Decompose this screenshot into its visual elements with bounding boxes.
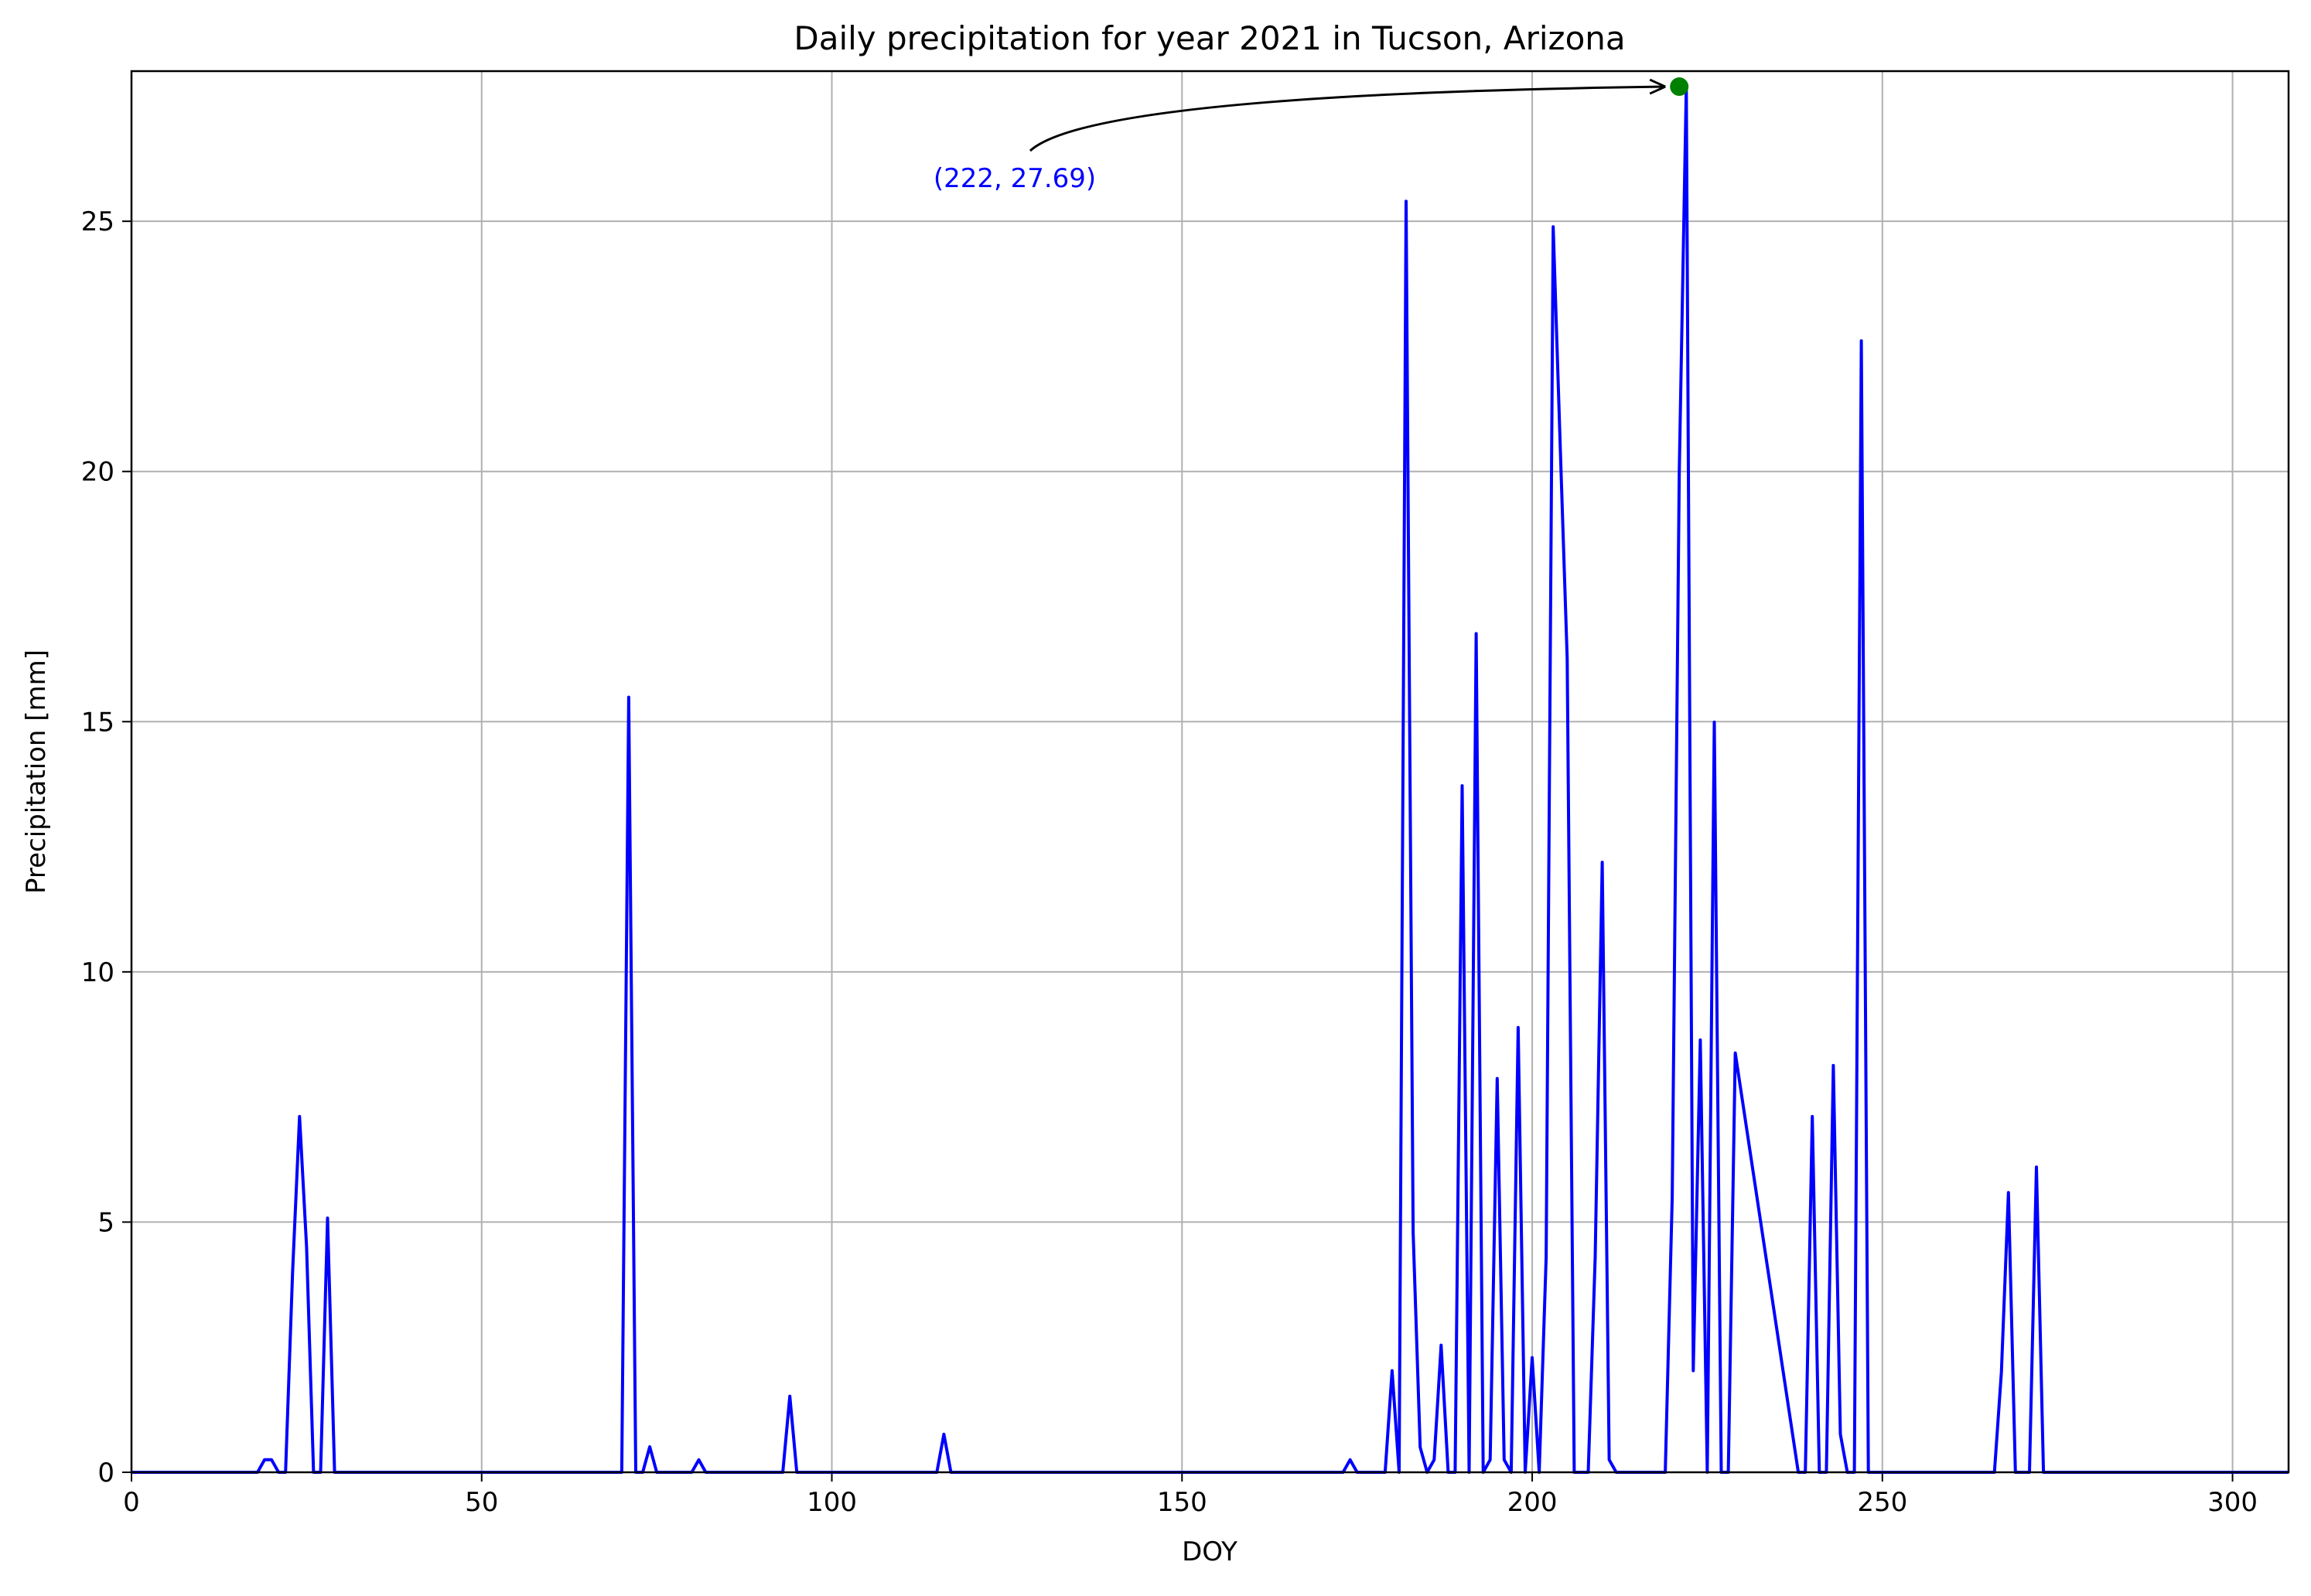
y-tick-label: 10	[81, 957, 114, 988]
y-tick-label: 25	[81, 206, 114, 237]
x-tick-label: 200	[1507, 1487, 1558, 1518]
x-tick-label: 300	[2207, 1487, 2258, 1518]
x-tick-label: 250	[1857, 1487, 1907, 1518]
plot-frame	[130, 70, 2290, 1474]
chart-title: Daily precipitation for year 2021 in Tuc…	[794, 19, 1625, 57]
x-tick-label: 0	[123, 1487, 140, 1518]
y-tick-label: 15	[81, 707, 114, 738]
max-point-marker	[1670, 77, 1689, 97]
annotation-arrowhead	[1649, 78, 1666, 95]
y-tick-label: 0	[97, 1458, 114, 1489]
x-tick-label: 150	[1157, 1487, 1207, 1518]
y-tick-label: 20	[81, 457, 114, 488]
max-point-annotation-label: (222, 27.69)	[934, 163, 1096, 194]
annotation-arrow	[1029, 85, 1666, 152]
x-tick-label: 100	[807, 1487, 857, 1518]
y-axis-label: Precipitation [mm]	[21, 650, 52, 894]
y-tick-label: 5	[97, 1207, 114, 1238]
x-axis-label: DOY	[1182, 1536, 1237, 1567]
x-tick-label: 50	[465, 1487, 498, 1518]
